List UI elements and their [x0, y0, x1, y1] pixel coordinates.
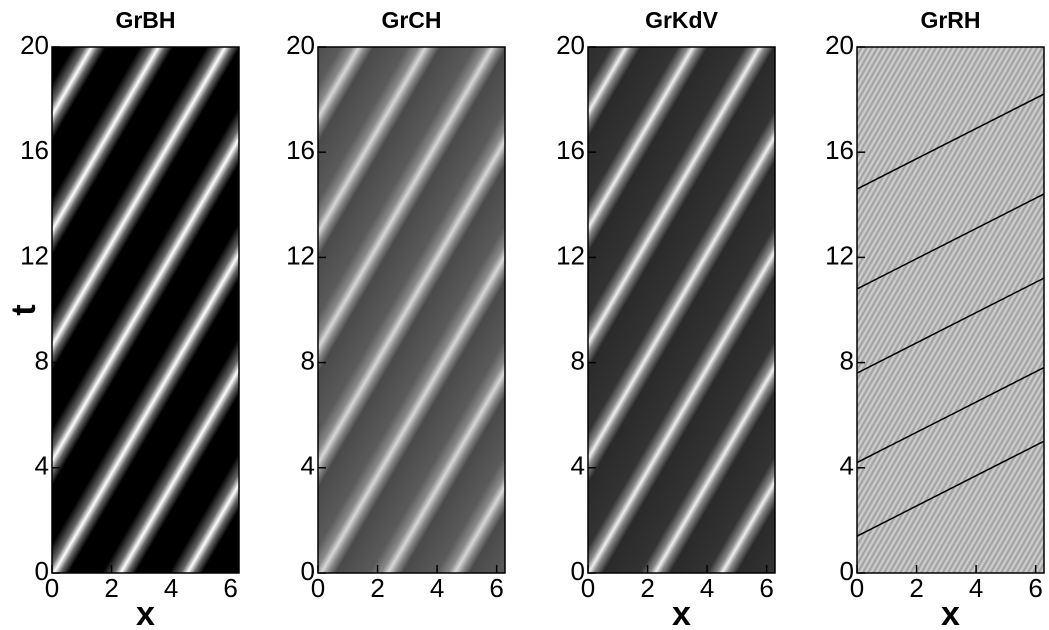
y-tick-label: 4	[840, 451, 854, 481]
panel-title: GrRH	[920, 7, 980, 33]
wave-crest	[856, 366, 1045, 464]
x-tick-label: 4	[700, 573, 714, 603]
y-tick-label: 0	[571, 556, 585, 586]
y-tick-label: 12	[556, 240, 585, 270]
wave-crest	[856, 93, 1045, 190]
y-tick-label: 0	[35, 556, 49, 586]
x-tick-label: 6	[1028, 573, 1042, 603]
x-tick-label: 2	[909, 573, 923, 603]
y-tick-label: 0	[301, 556, 315, 586]
y-tick-label: 20	[556, 30, 585, 60]
y-tick-label: 20	[825, 30, 854, 60]
panel-title: GrKdV	[645, 7, 719, 33]
wave-crest	[856, 277, 1045, 374]
wave-crest	[856, 193, 1045, 290]
y-tick-label: 12	[20, 240, 49, 270]
x-tick-label: 6	[759, 573, 773, 603]
y-tick-label: 20	[286, 30, 315, 60]
y-tick-label: 8	[840, 345, 854, 375]
y-tick-label: 20	[20, 30, 49, 60]
heatmap-field	[857, 47, 1044, 573]
x-tick-label: 0	[45, 573, 59, 603]
panel-title: GrCH	[381, 7, 441, 33]
y-tick-label: 4	[571, 451, 585, 481]
x-tick-label: 6	[223, 573, 237, 603]
x-tick-label: 4	[430, 573, 444, 603]
y-tick-label: 8	[301, 345, 315, 375]
y-tick-label: 4	[35, 451, 49, 481]
y-tick-label: 0	[840, 556, 854, 586]
x-tick-label: 6	[489, 573, 503, 603]
y-tick-label: 8	[571, 345, 585, 375]
y-axis-label: t	[5, 304, 43, 315]
axes-frame	[856, 46, 1045, 574]
axes-frame	[51, 46, 240, 574]
x-tick-label: 0	[581, 573, 595, 603]
x-tick-label: 2	[370, 573, 384, 603]
y-tick-label: 16	[286, 135, 315, 165]
y-tick-label: 8	[35, 345, 49, 375]
axes-frame	[587, 46, 776, 574]
x-axis-label: x	[672, 595, 691, 630]
y-tick-label: 12	[825, 240, 854, 270]
x-tick-label: 4	[969, 573, 983, 603]
x-axis-label: x	[941, 595, 960, 630]
x-tick-label: 4	[164, 573, 178, 603]
y-tick-label: 16	[556, 135, 585, 165]
panel-title: GrBH	[115, 7, 175, 33]
y-tick-label: 12	[286, 240, 315, 270]
x-tick-label: 0	[850, 573, 864, 603]
axes-frame	[317, 46, 506, 574]
y-tick-label: 16	[825, 135, 854, 165]
x-axis-label: x	[136, 595, 155, 630]
x-tick-label: 2	[104, 573, 118, 603]
heatmap-field	[52, 47, 239, 573]
wave-crest	[856, 440, 1045, 537]
heatmap-field	[588, 47, 775, 573]
y-tick-label: 16	[20, 135, 49, 165]
x-tick-label: 0	[311, 573, 325, 603]
heatmap-field	[318, 47, 505, 573]
x-tick-label: 2	[640, 573, 654, 603]
y-tick-label: 4	[301, 451, 315, 481]
